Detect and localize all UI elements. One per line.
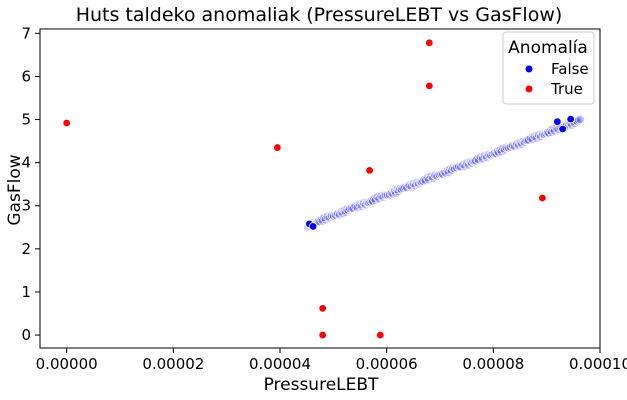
data-point-true (425, 38, 434, 47)
legend-marker-false (525, 65, 533, 73)
data-point-false (558, 124, 567, 134)
legend: Anomalía False True (502, 31, 595, 105)
y-tick-label: 7 (21, 24, 31, 42)
x-tick-label: 0.00000 (36, 355, 98, 373)
y-tick-label: 0 (21, 326, 31, 344)
chart-title: Huts taldeko anomaliak (PressureLEBT vs … (76, 4, 563, 26)
legend-label-false: False (551, 60, 589, 78)
data-point-true (318, 330, 327, 340)
y-tick-label: 6 (21, 67, 31, 85)
data-point-false (566, 114, 575, 124)
y-tick-label: 4 (21, 154, 31, 172)
data-point-true (376, 330, 385, 340)
data-point-true (538, 193, 547, 203)
x-tick-label: 0.00006 (356, 355, 418, 373)
data-point-false (471, 155, 481, 166)
plot-frame (39, 28, 601, 349)
data-point-true (273, 143, 282, 152)
axes: 0.00000 0.00002 0.00004 0.00006 0.00008 0.000… (21, 24, 627, 373)
data-point-true (425, 81, 434, 91)
legend-marker-true (525, 85, 533, 93)
data-point-true (365, 166, 374, 175)
legend-label-true: True (550, 80, 583, 98)
x-tick-label: 0.00004 (249, 355, 311, 373)
data-point-false (553, 117, 562, 126)
data-points (62, 38, 586, 340)
y-tick-label: 1 (21, 283, 31, 301)
y-tick-label: 5 (21, 111, 31, 129)
y-tick-label: 3 (21, 197, 31, 215)
x-tick-label: 0.00010 (569, 355, 627, 373)
y-tick-label: 2 (21, 240, 31, 258)
data-point-false (575, 114, 586, 125)
y-axis-title: GasFlow (5, 154, 25, 225)
legend-title: Anomalía (508, 38, 588, 58)
x-tick-label: 0.00002 (142, 355, 204, 373)
legend-box (502, 31, 595, 105)
data-point-true (318, 304, 327, 313)
x-axis-title: PressureLEBT (264, 375, 379, 395)
x-tick-label: 0.00008 (462, 355, 524, 373)
data-point-true (62, 118, 71, 128)
data-point-false (308, 222, 318, 231)
